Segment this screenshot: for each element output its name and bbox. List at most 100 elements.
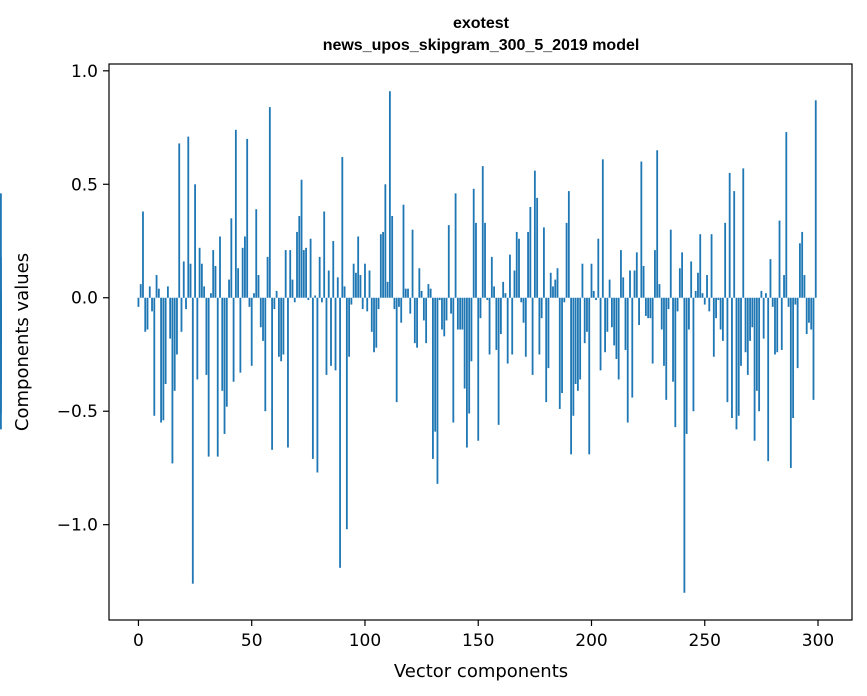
bar-undefined: [0, 193, 2, 298]
bar-163: [506, 297, 509, 364]
bar-133: [438, 297, 441, 301]
bar-164: [509, 254, 511, 298]
bar-90: [341, 157, 344, 298]
bar-208: [608, 279, 611, 298]
bar-42: [232, 297, 235, 382]
bar-284: [780, 297, 783, 350]
bar-196: [581, 263, 584, 298]
bar-123: [416, 297, 418, 348]
bar-190: [567, 191, 570, 298]
bar-271: [751, 297, 754, 328]
bar-192: [572, 297, 575, 416]
bar-36: [219, 236, 221, 298]
bar-220: [635, 252, 638, 298]
bar-217: [629, 270, 631, 298]
bar-131: [434, 297, 437, 432]
bar-254: [712, 297, 715, 357]
bar-169: [520, 297, 523, 303]
bar-222: [640, 161, 643, 298]
bar-79: [316, 297, 319, 473]
bar-68: [291, 279, 294, 298]
bar-104: [373, 297, 375, 353]
bar-0: [137, 297, 140, 307]
bar-175: [533, 170, 536, 298]
bar-135: [443, 297, 446, 337]
bar-15: [171, 297, 174, 464]
bar-11: [162, 297, 165, 421]
bar-undefined: [0, 297, 2, 321]
bar-249: [701, 293, 704, 298]
bar-22: [187, 136, 190, 298]
bar-7: [153, 297, 156, 416]
bar-83: [325, 297, 328, 375]
bar-275: [760, 290, 763, 298]
bar-159: [497, 297, 500, 425]
bar-13: [166, 286, 169, 298]
bar-232: [663, 297, 665, 366]
bar-101: [366, 297, 369, 312]
x-axis-ticks: 0 50 100 150 200 250 300: [133, 620, 834, 651]
bar-285: [783, 275, 785, 298]
bar-85: [330, 297, 332, 366]
bar-122: [413, 297, 416, 344]
bar-265: [737, 297, 740, 416]
bar-289: [792, 297, 795, 419]
bar-291: [796, 297, 799, 369]
y-tick-label: 0.0: [71, 289, 98, 309]
bar-250: [703, 297, 706, 305]
bar-139: [452, 297, 455, 423]
bar-82: [323, 211, 326, 298]
bar-2: [142, 211, 144, 298]
bar-70: [296, 231, 298, 298]
bar-299: [814, 100, 817, 298]
bar-102: [368, 270, 371, 298]
bar-94: [350, 297, 353, 305]
bar-30: [205, 297, 208, 375]
bar-32: [210, 293, 212, 298]
bar-138: [450, 297, 452, 314]
bar-55: [262, 297, 264, 341]
bar-41: [230, 218, 233, 298]
bar-69: [293, 297, 296, 303]
bar-141: [456, 297, 459, 330]
bar-119: [407, 288, 409, 298]
bar-247: [697, 272, 699, 298]
bar-206: [604, 297, 606, 353]
bar-293: [801, 231, 804, 298]
x-tick-label: 50: [241, 631, 263, 651]
bar-178: [540, 297, 543, 319]
bar-157: [493, 286, 495, 298]
bar-34: [214, 265, 217, 298]
bar-46: [241, 247, 244, 298]
bar-43: [234, 129, 237, 298]
bar-290: [794, 297, 797, 305]
x-tick-label: 250: [689, 631, 721, 651]
bar-257: [719, 297, 722, 330]
bar-243: [688, 297, 690, 330]
bar-142: [459, 297, 462, 330]
bar-255: [715, 297, 717, 319]
bar-130: [432, 297, 434, 459]
bar-268: [744, 297, 747, 353]
bar-145: [466, 297, 468, 448]
bar-172: [527, 231, 529, 298]
bar-184: [554, 279, 557, 298]
bar-12: [164, 297, 167, 384]
bar-283: [778, 220, 781, 298]
bar-89: [339, 297, 341, 568]
bar-16: [173, 297, 176, 391]
bar-202: [595, 297, 597, 301]
bar-205: [601, 159, 604, 298]
bar-174: [531, 297, 534, 375]
bar-91: [343, 286, 346, 298]
bar-278: [767, 297, 770, 462]
bar-1: [139, 284, 142, 298]
bar-281: [774, 297, 776, 355]
bar-series: [0, 91, 817, 593]
bar-105: [375, 297, 378, 348]
bar-227: [651, 297, 654, 364]
bar-127: [425, 297, 428, 344]
bar-170: [522, 297, 525, 323]
bar-38: [223, 297, 226, 434]
bar-26: [196, 297, 199, 380]
